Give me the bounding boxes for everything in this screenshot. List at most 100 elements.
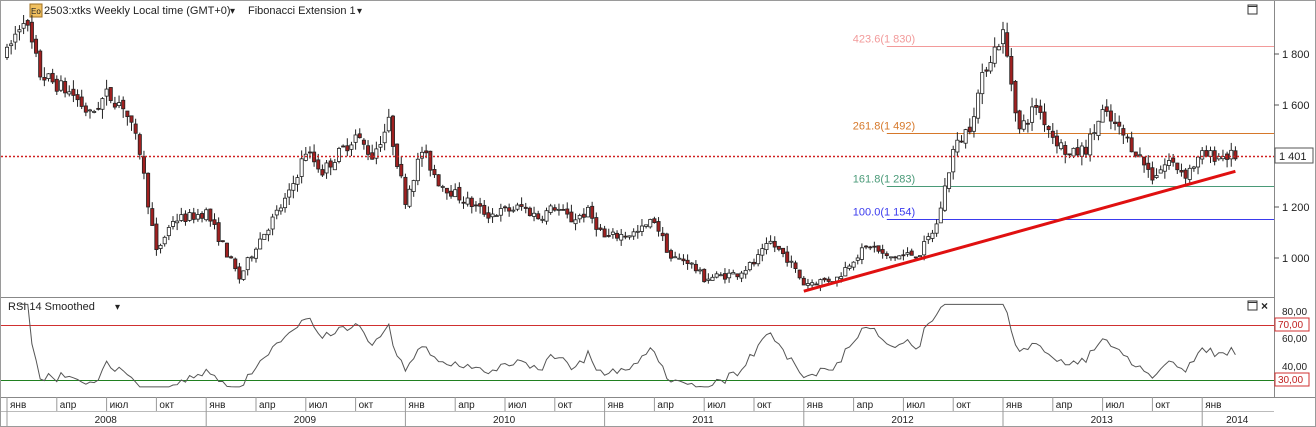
candle-body bbox=[681, 258, 686, 262]
candle-body bbox=[706, 278, 711, 281]
candle-body bbox=[826, 278, 831, 282]
candle-body bbox=[320, 169, 325, 176]
candle-body bbox=[876, 245, 881, 252]
candle-body bbox=[586, 206, 591, 218]
candle-body bbox=[361, 139, 366, 145]
candle-body bbox=[270, 216, 275, 230]
maximize-price-pane-icon[interactable] bbox=[1247, 4, 1258, 15]
candle-body bbox=[590, 205, 595, 219]
month-label: окт bbox=[159, 400, 174, 411]
candle-body bbox=[395, 143, 400, 167]
candle-body bbox=[444, 187, 449, 194]
candle-body bbox=[710, 276, 715, 281]
candle-body bbox=[1017, 110, 1022, 130]
rsi-tick-label: 60,00 bbox=[1282, 334, 1307, 345]
candle-body bbox=[801, 277, 806, 286]
candle-body bbox=[249, 256, 254, 259]
candle-body bbox=[1088, 133, 1093, 156]
candle-body bbox=[1137, 154, 1142, 157]
candle-body bbox=[747, 262, 752, 271]
candle-body bbox=[635, 230, 640, 233]
candle-body bbox=[1021, 120, 1026, 130]
candle-body bbox=[942, 185, 947, 211]
candle-body bbox=[378, 144, 383, 148]
candle-body bbox=[764, 243, 769, 251]
time-axis[interactable]: янв апр июл окт янв апр июл окт янв апр июл окт янв а… bbox=[6, 397, 1249, 426]
year-label: 2011 bbox=[692, 415, 714, 426]
candle-body bbox=[631, 231, 636, 237]
candle-body bbox=[278, 207, 283, 212]
candle-body bbox=[1042, 111, 1047, 126]
maximize-rsi-pane-icon[interactable] bbox=[1247, 300, 1258, 311]
candle-body bbox=[1154, 175, 1159, 178]
rsi-title[interactable]: RSI 14 Smoothed bbox=[8, 301, 95, 313]
candle-body bbox=[984, 69, 989, 72]
candle-body bbox=[727, 272, 732, 279]
candle-body bbox=[287, 189, 292, 198]
candle-body bbox=[146, 172, 151, 208]
price-axis[interactable]: 1 800 1 600 1 200 1 000 bbox=[1274, 49, 1310, 265]
candle-body bbox=[656, 221, 661, 232]
candle-body bbox=[1121, 128, 1126, 136]
candle-body bbox=[532, 212, 537, 217]
candle-body bbox=[399, 163, 404, 177]
overlays[interactable] bbox=[1, 155, 1274, 293]
symbol-badge[interactable] bbox=[29, 3, 43, 18]
candle-body bbox=[980, 72, 985, 95]
candle-body bbox=[735, 273, 740, 278]
current-price-label: 1 401 bbox=[1279, 151, 1307, 163]
badge-text: Eo bbox=[31, 7, 41, 16]
candle-body bbox=[108, 87, 113, 102]
symbol-label[interactable]: 2503:xtks Weekly Local time (GMT+0) bbox=[44, 5, 231, 17]
candle-body bbox=[1162, 164, 1167, 172]
candle-body bbox=[403, 176, 408, 205]
rsi-axis[interactable]: 80,00 60,00 40,00 70,00 30,00 bbox=[1274, 307, 1310, 387]
candle-body bbox=[1117, 121, 1122, 127]
fib-level-label: 161.8(1 283) bbox=[853, 174, 915, 186]
candle-body bbox=[465, 197, 470, 205]
candle-body bbox=[332, 162, 337, 171]
candle-body bbox=[855, 257, 860, 261]
month-label: июл bbox=[906, 400, 925, 411]
candle-body bbox=[818, 279, 823, 286]
candle-body bbox=[150, 208, 155, 226]
candle-body bbox=[208, 208, 213, 222]
candle-body bbox=[179, 214, 184, 221]
candle-body bbox=[353, 134, 358, 143]
candle-body bbox=[971, 116, 976, 132]
candle-body bbox=[1179, 170, 1184, 173]
candle-body bbox=[1167, 160, 1172, 166]
rsi-dropdown-icon[interactable]: ▾ bbox=[115, 302, 120, 313]
candle-body bbox=[13, 33, 18, 43]
candle-body bbox=[241, 270, 246, 280]
candle-body bbox=[440, 186, 445, 188]
candle-body bbox=[1013, 80, 1018, 114]
candle-body bbox=[768, 240, 773, 244]
fib-dropdown-icon[interactable]: ▾ bbox=[357, 6, 362, 17]
candle-body bbox=[71, 88, 76, 96]
candle-body bbox=[63, 81, 68, 94]
candle-body bbox=[781, 247, 786, 255]
fib-extension-label[interactable]: Fibonacci Extension 1 bbox=[248, 5, 356, 17]
fib-level-label: 100.0(1 154) bbox=[853, 207, 915, 219]
trendline[interactable] bbox=[803, 169, 1236, 293]
candle-body bbox=[992, 46, 997, 64]
candle-body bbox=[698, 269, 703, 272]
candle-body bbox=[963, 129, 968, 144]
candle-body bbox=[743, 269, 748, 275]
close-rsi-pane-icon[interactable]: × bbox=[1261, 299, 1268, 313]
candle-body bbox=[652, 218, 657, 224]
symbol-dropdown-icon[interactable]: ▾ bbox=[230, 6, 235, 17]
candle-body bbox=[183, 213, 188, 223]
candle-body bbox=[345, 145, 350, 152]
candle-body bbox=[125, 110, 130, 118]
month-label: июл bbox=[1106, 400, 1125, 411]
candle-body bbox=[1191, 166, 1196, 169]
candle-body bbox=[341, 145, 346, 148]
candle-body bbox=[1196, 156, 1201, 168]
candle-body bbox=[718, 274, 723, 277]
month-label: апр bbox=[458, 400, 475, 411]
candle-body bbox=[216, 222, 221, 242]
fib-levels[interactable]: 423.6(1 830) 261.8(1 492) 161.8(1 283) 100.… bbox=[853, 34, 1274, 220]
candle-body bbox=[224, 242, 229, 258]
